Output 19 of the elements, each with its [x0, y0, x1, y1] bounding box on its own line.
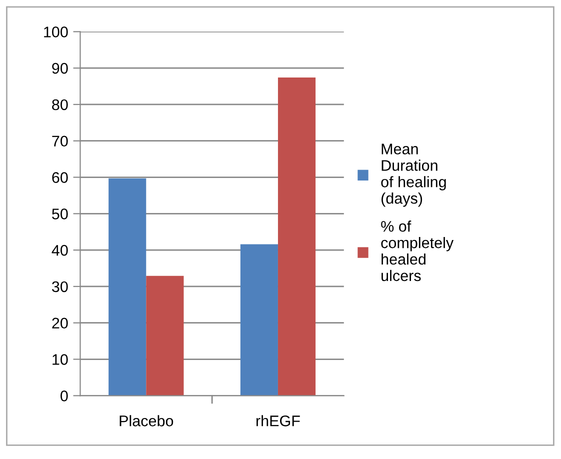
bar [278, 78, 316, 396]
y-tick-label: 10 [52, 354, 68, 365]
y-tick-label: 100 [44, 26, 68, 38]
legend-label: Mean Duration of healing (days) [381, 144, 446, 207]
bar [240, 244, 278, 396]
y-tick-label: 50 [52, 208, 68, 220]
y-tick-label: 40 [52, 244, 68, 256]
legend-label: % of completely healed ulcers [381, 220, 454, 282]
x-tick-label: Placebo [120, 415, 174, 426]
x-tick-label: rhEGF [256, 415, 300, 426]
y-tick-label: 0 [60, 390, 68, 402]
y-tick-label: 80 [52, 99, 68, 110]
y-tick-label: 90 [52, 62, 68, 74]
y-tick-label: 60 [52, 172, 68, 183]
y-tick-label: 30 [52, 281, 68, 292]
bar [146, 276, 184, 396]
bar [108, 178, 146, 396]
y-tick-label: 70 [52, 136, 68, 147]
y-tick-label: 20 [52, 318, 68, 329]
